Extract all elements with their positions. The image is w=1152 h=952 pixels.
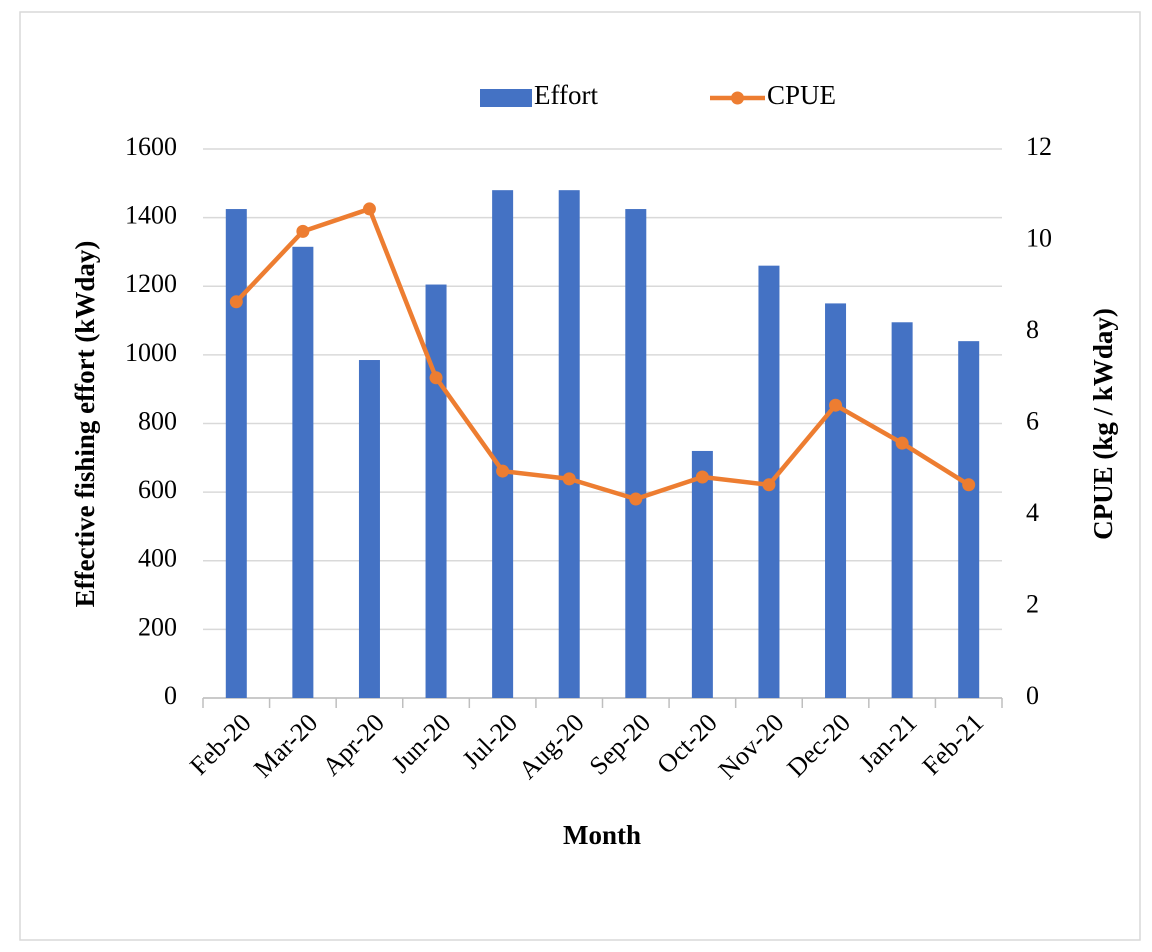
bar — [358, 360, 380, 698]
line-marker — [562, 472, 576, 486]
bar — [691, 450, 713, 698]
line-marker — [762, 478, 776, 492]
y-axis-title: Effective fishing effort (kWday) — [70, 241, 100, 608]
bar — [225, 209, 247, 698]
line-marker — [496, 464, 510, 478]
line-marker — [296, 224, 310, 238]
line-marker — [229, 295, 243, 309]
bar — [958, 341, 980, 698]
bar — [825, 303, 847, 698]
y-tick-label: 1600 — [125, 132, 177, 161]
y-tick-label: 400 — [138, 544, 177, 573]
y-tick-label: 1200 — [125, 269, 177, 298]
bar — [891, 322, 913, 698]
y-tick-label: 1000 — [125, 338, 177, 367]
y-tick-label: 200 — [138, 612, 177, 641]
y-tick-label: 1400 — [125, 201, 177, 230]
line-marker — [429, 371, 443, 385]
y2-tick-label: 10 — [1026, 223, 1052, 252]
y2-tick-label: 2 — [1026, 589, 1039, 618]
x-axis-title: Month — [563, 820, 641, 850]
y2-tick-label: 12 — [1026, 132, 1052, 161]
bar — [425, 284, 447, 698]
y-tick-label: 0 — [164, 681, 177, 710]
y-tick-label: 600 — [138, 475, 177, 504]
y2-tick-label: 6 — [1026, 406, 1039, 435]
legend-swatch — [480, 89, 532, 107]
y2-tick-label: 4 — [1026, 498, 1039, 527]
y2-tick-label: 8 — [1026, 315, 1039, 344]
line-marker — [829, 398, 843, 412]
line-marker — [362, 202, 376, 216]
line-marker — [895, 436, 909, 450]
y2-tick-label: 0 — [1026, 681, 1039, 710]
legend-marker — [731, 91, 744, 105]
line-marker — [629, 492, 643, 506]
y2-axis-title: CPUE (kg / kWday) — [1088, 308, 1118, 540]
bar — [492, 190, 514, 699]
bar — [625, 209, 647, 698]
cpue-line — [234, 206, 970, 502]
line-marker — [962, 478, 976, 492]
bar — [558, 190, 580, 699]
legend-label: CPUE — [767, 80, 836, 110]
legend-label: Effort — [534, 80, 598, 110]
line-marker — [695, 470, 709, 484]
y-tick-label: 800 — [138, 406, 177, 435]
bar — [292, 246, 314, 698]
